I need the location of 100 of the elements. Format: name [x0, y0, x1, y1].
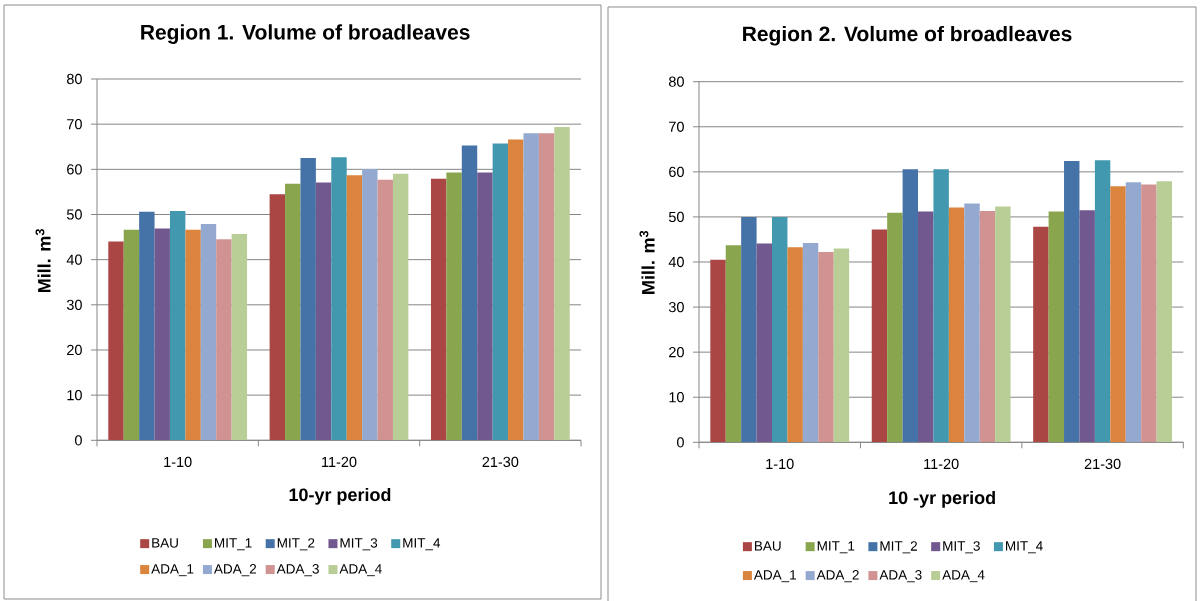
- legend-label: ADA_3: [276, 564, 319, 577]
- bar: [1094, 160, 1111, 443]
- bar: [802, 243, 819, 443]
- bar: [508, 139, 524, 441]
- bar: [772, 216, 788, 443]
- bar: [216, 239, 232, 441]
- bar: [185, 229, 201, 441]
- bar: [492, 143, 509, 441]
- bar: [725, 245, 742, 443]
- bar: [964, 203, 980, 443]
- bar: [200, 223, 217, 441]
- chart-title: Region 1. Volume of broadleaves: [141, 24, 470, 44]
- bar: [948, 207, 965, 443]
- legend-label: ADA_1: [753, 570, 796, 583]
- legend-label: MIT_1: [215, 538, 252, 551]
- legend-label: MIT_3: [943, 541, 980, 554]
- bar: [1156, 181, 1173, 443]
- bar: [461, 145, 478, 441]
- x-tick-label: 21-30: [482, 456, 519, 468]
- bar: [1079, 210, 1095, 443]
- legend-label: ADA_3: [879, 570, 922, 583]
- chart-title: Region 2. Volume of broadleaves: [743, 25, 1072, 46]
- bar: [887, 212, 903, 443]
- y-tick-label: 10: [67, 390, 82, 401]
- legend-label: ADA_4: [339, 564, 382, 577]
- bar: [787, 247, 803, 443]
- bar: [231, 233, 248, 441]
- bar: [523, 133, 539, 441]
- bar: [123, 229, 140, 441]
- bar: [833, 248, 850, 443]
- bar: [139, 211, 155, 441]
- bar: [154, 228, 170, 441]
- bar: [710, 259, 726, 443]
- y-tick-label: 70: [67, 119, 82, 130]
- y-tick-label: 60: [669, 166, 684, 177]
- y-tick-label: 60: [67, 164, 82, 175]
- y-tick-label: 20: [669, 347, 684, 358]
- legend-label: MIT_4: [1006, 541, 1043, 554]
- y-tick-label: 70: [669, 121, 684, 132]
- bar: [979, 211, 996, 443]
- legend-label: BAU: [754, 541, 781, 551]
- bar: [315, 182, 332, 441]
- bar: [1064, 161, 1080, 443]
- y-tick-label: 50: [668, 211, 684, 223]
- bar: [346, 175, 363, 441]
- bar: [756, 243, 773, 443]
- y-tick-label: 30: [66, 299, 82, 310]
- bar: [918, 211, 934, 443]
- y-tick-label: 40: [66, 254, 82, 265]
- bar: [392, 173, 409, 441]
- bar: [1110, 186, 1126, 443]
- bar: [477, 172, 493, 441]
- x-tick-label: 1-10: [766, 458, 794, 470]
- legend-label: ADA_2: [816, 570, 859, 583]
- y-tick-label: 10: [669, 392, 684, 403]
- bar: [446, 172, 462, 441]
- legend-label: BAU: [152, 538, 178, 548]
- y-tick-label: 30: [668, 301, 684, 313]
- bar: [871, 229, 888, 443]
- x-axis-title: 10-yr period: [289, 487, 391, 505]
- legend-label: ADA_4: [942, 570, 985, 583]
- y-axis-title: Mill. m$^{3}$: [639, 230, 655, 294]
- bar: [108, 241, 124, 441]
- x-tick-label: 11-20: [322, 456, 357, 468]
- y-tick-label: 80: [668, 76, 684, 87]
- bar: [285, 183, 301, 441]
- y-tick-label: 20: [67, 344, 82, 356]
- y-tick-label: 80: [66, 73, 82, 85]
- bar: [300, 158, 316, 441]
- x-tick-label: 1-10: [164, 456, 192, 468]
- bar: [933, 169, 949, 443]
- bar: [554, 126, 570, 441]
- x-tick-label: 21-30: [1084, 458, 1121, 470]
- bar: [377, 179, 393, 441]
- legend-label: MIT_1: [817, 541, 855, 554]
- legend-label: ADA_1: [151, 564, 194, 577]
- y-axis-title: Mill. m$^{3}$: [35, 229, 51, 293]
- bar: [1048, 211, 1065, 443]
- y-tick-label: 0: [676, 437, 684, 448]
- bar: [1125, 182, 1142, 443]
- y-tick-label: 50: [66, 209, 82, 220]
- bar: [1141, 184, 1157, 443]
- bar: [362, 168, 378, 441]
- bar: [902, 169, 919, 443]
- bar: [331, 157, 347, 441]
- legend-label: MIT_4: [403, 538, 441, 551]
- bar: [995, 206, 1011, 443]
- bar: [1033, 226, 1049, 443]
- legend-label: MIT_2: [880, 541, 917, 554]
- legend-label: MIT_3: [340, 538, 378, 551]
- x-axis-title: 10 -yr period: [889, 490, 995, 508]
- legend-label: ADA_2: [213, 564, 257, 577]
- legend-label: MIT_2: [277, 538, 315, 551]
- bar: [169, 210, 186, 441]
- bar: [430, 178, 447, 441]
- bar: [818, 252, 834, 443]
- bar: [269, 194, 286, 441]
- bar: [741, 216, 757, 443]
- y-tick-label: 40: [668, 256, 684, 268]
- y-tick-label: 0: [74, 435, 82, 446]
